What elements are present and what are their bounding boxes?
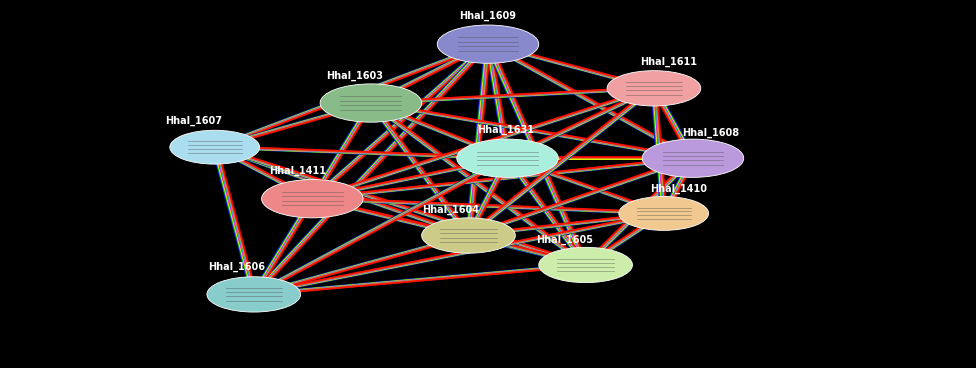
Text: Hhal_1604: Hhal_1604: [423, 205, 479, 215]
Circle shape: [437, 25, 539, 63]
Circle shape: [619, 197, 709, 230]
Circle shape: [607, 71, 701, 106]
Circle shape: [320, 84, 422, 122]
Text: Hhal_1411: Hhal_1411: [269, 166, 326, 176]
Circle shape: [262, 180, 363, 218]
Text: Hhal_1605: Hhal_1605: [536, 234, 592, 245]
Text: Hhal_1611: Hhal_1611: [640, 57, 697, 67]
Circle shape: [457, 139, 558, 177]
Circle shape: [422, 218, 515, 253]
Text: Hhal_1631: Hhal_1631: [477, 125, 534, 135]
Text: Hhal_1607: Hhal_1607: [165, 116, 222, 126]
Circle shape: [539, 247, 632, 283]
Text: Hhal_1606: Hhal_1606: [208, 261, 264, 272]
Circle shape: [207, 277, 301, 312]
Text: Hhal_1603: Hhal_1603: [326, 71, 383, 81]
Circle shape: [642, 139, 744, 177]
Text: Hhal_1609: Hhal_1609: [460, 11, 516, 21]
Text: Hhal_1608: Hhal_1608: [682, 128, 739, 138]
Circle shape: [170, 130, 260, 164]
Text: Hhal_1410: Hhal_1410: [650, 184, 707, 194]
